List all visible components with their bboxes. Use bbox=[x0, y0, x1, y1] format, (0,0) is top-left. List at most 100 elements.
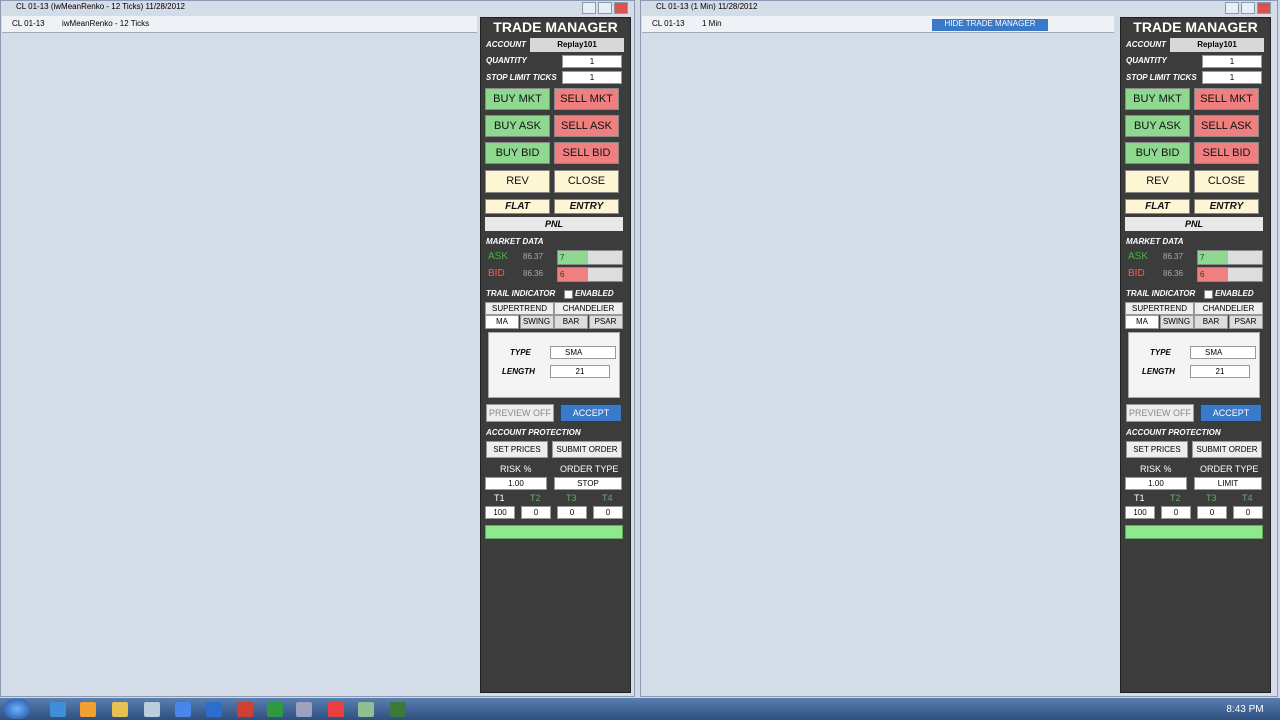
stop-limit-input[interactable]: 1 bbox=[562, 71, 622, 84]
order-type-select[interactable]: STOP bbox=[554, 477, 622, 490]
order-button[interactable]: SELL MKT bbox=[554, 88, 619, 110]
indicator-tab[interactable]: BAR bbox=[554, 315, 588, 329]
stop-limit-input[interactable]: 1 bbox=[1202, 71, 1262, 84]
account-value[interactable]: Replay101 bbox=[1170, 38, 1264, 52]
order-type-select[interactable]: LIMIT bbox=[1194, 477, 1262, 490]
risk-input[interactable]: 1.00 bbox=[1125, 477, 1187, 490]
risk-input[interactable]: 1.00 bbox=[485, 477, 547, 490]
window-control[interactable] bbox=[598, 2, 612, 14]
account-value[interactable]: Replay101 bbox=[530, 38, 624, 52]
window-control[interactable] bbox=[1225, 2, 1239, 14]
taskbar-icon[interactable] bbox=[175, 702, 191, 717]
order-button[interactable]: SELL BID bbox=[1194, 142, 1259, 164]
status-bar bbox=[1125, 525, 1263, 539]
type-label: TYPE bbox=[1150, 348, 1171, 357]
order-button[interactable]: ENTRY bbox=[554, 199, 619, 214]
order-button[interactable]: BUY MKT bbox=[485, 88, 550, 110]
indicator-tab[interactable]: PSAR bbox=[588, 315, 623, 329]
order-button[interactable]: CLOSE bbox=[1194, 170, 1259, 193]
period-selector[interactable]: 1 Min bbox=[702, 19, 722, 28]
order-type-label: ORDER TYPE bbox=[560, 464, 619, 474]
order-button[interactable]: SELL BID bbox=[554, 142, 619, 164]
window-control[interactable] bbox=[614, 2, 628, 14]
target-label: T1 bbox=[494, 493, 505, 503]
target-input[interactable]: 0 bbox=[1197, 506, 1227, 519]
clock: 8:43 PM bbox=[1226, 703, 1264, 715]
market-ask-price: 86.37 bbox=[523, 252, 544, 261]
submit-order-button[interactable]: SUBMIT ORDER bbox=[1192, 441, 1262, 458]
set-prices-button[interactable]: SET PRICES bbox=[486, 441, 548, 458]
accept-button[interactable]: ACCEPT bbox=[560, 404, 622, 422]
window-control[interactable] bbox=[582, 2, 596, 14]
order-button[interactable]: REV bbox=[485, 170, 550, 193]
taskbar-icon[interactable] bbox=[296, 702, 312, 717]
order-button[interactable]: CLOSE bbox=[554, 170, 619, 193]
taskbar-icon[interactable] bbox=[144, 702, 160, 717]
instrument-selector[interactable]: CL 01-13 bbox=[12, 19, 45, 28]
order-button[interactable]: FLAT bbox=[485, 199, 550, 214]
target-label: T2 bbox=[1170, 493, 1181, 503]
indicator-tab[interactable]: PSAR bbox=[1228, 315, 1263, 329]
order-button[interactable]: REV bbox=[1125, 170, 1190, 193]
set-prices-button[interactable]: SET PRICES bbox=[1126, 441, 1188, 458]
target-input[interactable]: 0 bbox=[593, 506, 623, 519]
taskbar-icon[interactable] bbox=[390, 702, 406, 717]
accept-button[interactable]: ACCEPT bbox=[1200, 404, 1262, 422]
indicator-tab[interactable]: BAR bbox=[1194, 315, 1228, 329]
target-input[interactable]: 0 bbox=[521, 506, 551, 519]
market-data-label: MARKET DATA bbox=[486, 237, 544, 246]
quantity-input[interactable]: 1 bbox=[562, 55, 622, 68]
order-button[interactable]: BUY BID bbox=[1125, 142, 1190, 164]
order-button[interactable]: FLAT bbox=[1125, 199, 1190, 214]
quantity-input[interactable]: 1 bbox=[1202, 55, 1262, 68]
start-button[interactable] bbox=[4, 699, 30, 719]
quantity-label: QUANTITY bbox=[486, 56, 527, 65]
enabled-checkbox[interactable] bbox=[1204, 290, 1213, 299]
taskbar-icon[interactable] bbox=[50, 702, 66, 717]
enabled-checkbox[interactable] bbox=[564, 290, 573, 299]
taskbar-icon[interactable] bbox=[267, 702, 283, 717]
period-selector[interactable]: iwMeanRenko - 12 Ticks bbox=[62, 19, 150, 28]
order-button[interactable]: BUY BID bbox=[485, 142, 550, 164]
instrument-selector[interactable]: CL 01-13 bbox=[652, 19, 685, 28]
target-input[interactable]: 0 bbox=[1161, 506, 1191, 519]
indicator-tab[interactable]: SUPERTREND bbox=[485, 302, 554, 315]
order-button[interactable]: SELL ASK bbox=[1194, 115, 1259, 137]
preview-button[interactable]: PREVIEW OFF bbox=[1126, 404, 1194, 422]
target-input[interactable]: 100 bbox=[485, 506, 515, 519]
indicator-tab[interactable]: SUPERTREND bbox=[1125, 302, 1194, 315]
length-label: LENGTH bbox=[1142, 367, 1175, 376]
indicator-tab[interactable]: SWING bbox=[1159, 315, 1194, 329]
taskbar-icon[interactable] bbox=[112, 702, 128, 717]
preview-button[interactable]: PREVIEW OFF bbox=[486, 404, 554, 422]
taskbar-icon[interactable] bbox=[80, 702, 96, 717]
order-button[interactable]: SELL ASK bbox=[554, 115, 619, 137]
window-control[interactable] bbox=[1257, 2, 1271, 14]
order-button[interactable]: BUY ASK bbox=[485, 115, 550, 137]
indicator-tab[interactable]: CHANDELIER bbox=[1194, 302, 1263, 315]
taskbar-icon[interactable] bbox=[358, 702, 374, 717]
window-control[interactable] bbox=[1241, 2, 1255, 14]
account-protection-label: ACCOUNT PROTECTION bbox=[486, 428, 581, 437]
order-button[interactable]: BUY MKT bbox=[1125, 88, 1190, 110]
account-protection-label: ACCOUNT PROTECTION bbox=[1126, 428, 1221, 437]
submit-order-button[interactable]: SUBMIT ORDER bbox=[552, 441, 622, 458]
taskbar-icon[interactable] bbox=[328, 702, 344, 717]
order-button[interactable]: ENTRY bbox=[1194, 199, 1259, 214]
type-select[interactable]: SMA bbox=[550, 346, 616, 359]
target-input[interactable]: 0 bbox=[1233, 506, 1263, 519]
indicator-tab[interactable]: MA bbox=[1125, 315, 1159, 329]
target-input[interactable]: 100 bbox=[1125, 506, 1155, 519]
taskbar-icon[interactable] bbox=[237, 702, 253, 717]
indicator-tab[interactable]: MA bbox=[485, 315, 519, 329]
target-input[interactable]: 0 bbox=[557, 506, 587, 519]
length-input[interactable]: 21 bbox=[550, 365, 610, 378]
hide-trade-manager-button[interactable]: HIDE TRADE MANAGER bbox=[932, 19, 1048, 31]
order-button[interactable]: SELL MKT bbox=[1194, 88, 1259, 110]
order-button[interactable]: BUY ASK bbox=[1125, 115, 1190, 137]
taskbar-icon[interactable] bbox=[206, 702, 222, 717]
type-select[interactable]: SMA bbox=[1190, 346, 1256, 359]
indicator-tab[interactable]: CHANDELIER bbox=[554, 302, 623, 315]
length-input[interactable]: 21 bbox=[1190, 365, 1250, 378]
indicator-tab[interactable]: SWING bbox=[519, 315, 554, 329]
